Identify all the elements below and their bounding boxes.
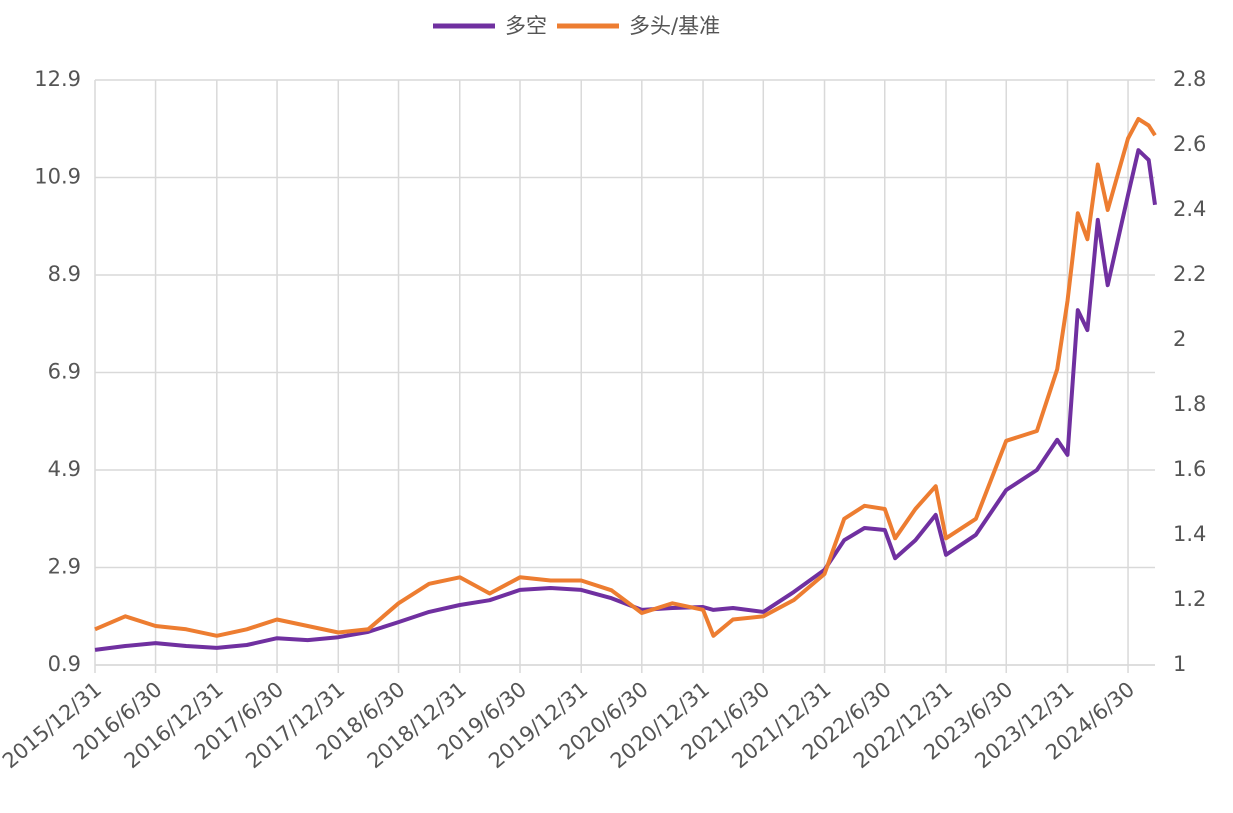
y2-tick-label: 1.6 [1173, 457, 1206, 481]
y-tick-label: 0.9 [48, 652, 81, 676]
y-tick-label: 6.9 [48, 360, 81, 384]
y2-tick-label: 1.8 [1173, 392, 1206, 416]
series-line [94, 117, 1157, 638]
series-line [94, 148, 1157, 652]
legend-label: 多头/基准 [629, 14, 720, 38]
y-tick-label: 10.9 [34, 165, 81, 189]
y2-tick-label: 2.4 [1173, 197, 1206, 221]
y2-tick-label: 1.2 [1173, 587, 1206, 611]
y2-tick-label: 2.6 [1173, 132, 1206, 156]
y2-tick-label: 2.8 [1173, 67, 1206, 91]
legend: 多空 多头/基准 [433, 14, 720, 38]
y2-tick-label: 2 [1173, 327, 1186, 351]
y-tick-label: 2.9 [48, 555, 81, 579]
y-tick-label: 4.9 [48, 457, 81, 481]
y2-tick-label: 1 [1173, 652, 1186, 676]
legend-label: 多空 [505, 14, 547, 38]
y2-tick-label: 1.4 [1173, 522, 1206, 546]
y2-tick-label: 2.2 [1173, 262, 1206, 286]
y-tick-label: 12.9 [34, 67, 81, 91]
y-tick-label: 8.9 [48, 262, 81, 286]
